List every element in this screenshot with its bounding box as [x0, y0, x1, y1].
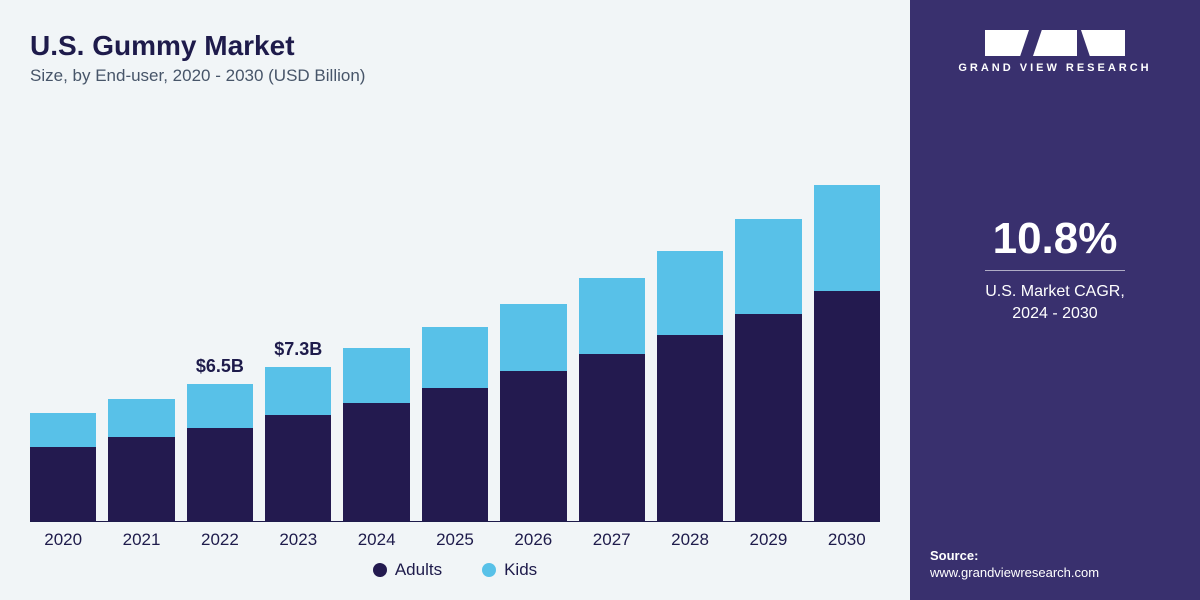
metric-block: 10.8% U.S. Market CAGR, 2024 - 2030 — [985, 214, 1125, 326]
bar-stack — [422, 327, 488, 521]
bar-segment-adults — [108, 437, 174, 521]
bar-segment-kids — [814, 185, 880, 291]
x-axis: 2020 2021 2022 2023 2024 2025 2026 2027 2028 2029… — [30, 521, 880, 550]
bar-segment-kids — [187, 384, 253, 428]
legend-item-kids: Kids — [482, 560, 537, 580]
bar-group — [735, 219, 801, 521]
bar-segment-adults — [735, 314, 801, 521]
bar-stack — [579, 278, 645, 521]
bar-segment-kids — [579, 278, 645, 354]
bar-stack — [814, 185, 880, 521]
bar-group — [657, 251, 723, 521]
metric-label: U.S. Market CAGR, 2024 - 2030 — [985, 281, 1125, 326]
bar-group — [500, 304, 566, 521]
x-tick: 2023 — [265, 530, 331, 550]
brand-logo: GRAND VIEW RESEARCH — [958, 30, 1151, 74]
bar-group — [422, 327, 488, 521]
legend-label-kids: Kids — [504, 560, 537, 580]
legend-label-adults: Adults — [395, 560, 442, 580]
logo-text: GRAND VIEW RESEARCH — [958, 62, 1151, 74]
x-tick: 2026 — [500, 530, 566, 550]
bar-stack — [735, 219, 801, 521]
bar-group — [579, 278, 645, 521]
bar-stack: $7.3B — [265, 367, 331, 521]
x-tick: 2029 — [735, 530, 801, 550]
logo-icon — [985, 30, 1125, 56]
bar-group: $6.5B — [187, 384, 253, 521]
x-tick: 2030 — [814, 530, 880, 550]
bar-segment-adults — [30, 447, 96, 521]
source-heading: Source: — [930, 548, 1099, 563]
bar-segment-kids — [422, 327, 488, 388]
x-tick: 2020 — [30, 530, 96, 550]
legend: Adults Kids — [30, 560, 880, 580]
bar-stack — [657, 251, 723, 521]
metric-label-line2: 2024 - 2030 — [1012, 305, 1097, 322]
x-tick: 2024 — [343, 530, 409, 550]
x-tick: 2021 — [108, 530, 174, 550]
bar-stack — [30, 413, 96, 521]
metric-value: 10.8% — [985, 214, 1125, 271]
bar-group — [343, 348, 409, 521]
chart-title: U.S. Gummy Market — [30, 30, 880, 62]
bar-segment-adults — [343, 403, 409, 521]
x-tick: 2022 — [187, 530, 253, 550]
bar-stack — [500, 304, 566, 521]
bar-group: $7.3B — [265, 367, 331, 521]
bar-group — [814, 185, 880, 521]
bar-segment-adults — [657, 335, 723, 521]
plot-area: $6.5B$7.3B — [30, 96, 880, 521]
bar-segment-adults — [814, 291, 880, 521]
source-block: Source: www.grandviewresearch.com — [930, 548, 1099, 580]
x-tick: 2027 — [579, 530, 645, 550]
bar-segment-kids — [500, 304, 566, 372]
bar-segment-kids — [30, 413, 96, 447]
metric-label-line1: U.S. Market CAGR, — [985, 283, 1125, 300]
bar-value-label: $6.5B — [196, 356, 244, 377]
bar-segment-kids — [657, 251, 723, 335]
bar-segment-kids — [735, 219, 801, 314]
x-tick: 2025 — [422, 530, 488, 550]
bar-group — [108, 399, 174, 521]
bar-value-label: $7.3B — [274, 339, 322, 360]
bar-segment-adults — [579, 354, 645, 521]
bar-stack — [108, 399, 174, 521]
bar-stack: $6.5B — [187, 384, 253, 521]
bar-segment-kids — [343, 348, 409, 403]
legend-item-adults: Adults — [373, 560, 442, 580]
source-url: www.grandviewresearch.com — [930, 565, 1099, 580]
bar-segment-kids — [108, 399, 174, 437]
bar-segment-adults — [265, 415, 331, 521]
bar-group — [30, 413, 96, 521]
bar-segment-adults — [500, 371, 566, 521]
chart-panel: U.S. Gummy Market Size, by End-user, 202… — [0, 0, 910, 600]
side-panel: GRAND VIEW RESEARCH 10.8% U.S. Market CA… — [910, 0, 1200, 600]
bar-segment-kids — [265, 367, 331, 416]
legend-swatch-kids — [482, 563, 496, 577]
legend-swatch-adults — [373, 563, 387, 577]
bar-segment-adults — [187, 428, 253, 521]
bar-segment-adults — [422, 388, 488, 521]
chart-subtitle: Size, by End-user, 2020 - 2030 (USD Bill… — [30, 66, 880, 86]
x-tick: 2028 — [657, 530, 723, 550]
bar-stack — [343, 348, 409, 521]
